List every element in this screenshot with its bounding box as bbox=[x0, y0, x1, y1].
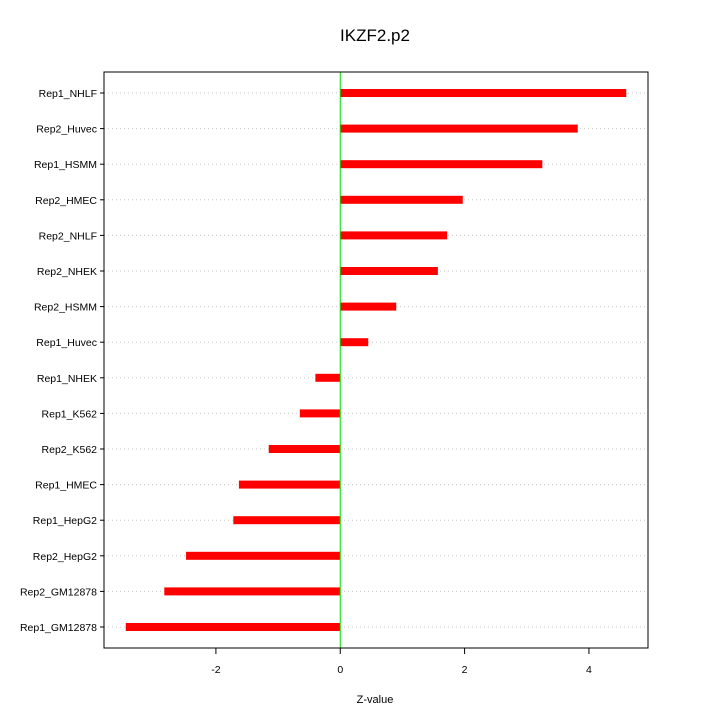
bar-Rep1_HepG2 bbox=[233, 516, 341, 525]
category-labels: Rep1_NHLF Rep2_Huvec Rep1_HSMM Rep2_HMEC Rep… bbox=[20, 88, 104, 634]
bar-Rep2_GM12878 bbox=[164, 587, 341, 596]
category-label: Rep2_HepG2 bbox=[33, 551, 97, 563]
x-axis-label: Z-value bbox=[357, 694, 394, 706]
bar-Rep2_HMEC bbox=[340, 195, 463, 204]
bar-Rep1_NHEK bbox=[315, 373, 341, 382]
bar-Rep1_HSMM bbox=[340, 160, 543, 169]
category-label: Rep2_K562 bbox=[42, 444, 98, 456]
category-label: Rep1_NHLF bbox=[39, 88, 97, 100]
category-label: Rep2_HSMM bbox=[34, 302, 97, 314]
x-tick-label: 0 bbox=[337, 664, 343, 676]
bar-Rep1_NHLF bbox=[340, 89, 627, 97]
x-tick-label: -2 bbox=[211, 664, 220, 676]
chart-title: IKZF2.p2 bbox=[340, 26, 410, 45]
x-axis: -2 0 2 4 bbox=[211, 648, 592, 676]
category-label: Rep1_NHEK bbox=[37, 373, 97, 385]
category-label: Rep1_HSMM bbox=[34, 159, 97, 171]
category-label: Rep1_HepG2 bbox=[33, 515, 97, 527]
x-tick-label: 4 bbox=[586, 664, 592, 676]
plot-area-frame bbox=[103, 71, 649, 649]
category-label: Rep1_GM12878 bbox=[20, 622, 97, 634]
category-label: Rep2_GM12878 bbox=[20, 586, 97, 598]
bar-Rep1_K562 bbox=[299, 409, 341, 418]
x-tick-label: 2 bbox=[462, 664, 468, 676]
bar-Rep2_K562 bbox=[268, 445, 341, 453]
category-label: Rep2_NHLF bbox=[39, 230, 97, 242]
category-label: Rep2_Huvec bbox=[36, 124, 97, 136]
category-label: Rep1_Huvec bbox=[36, 337, 97, 349]
bar-Rep2_HepG2 bbox=[186, 551, 341, 560]
category-label: Rep1_K562 bbox=[42, 408, 98, 420]
bars-group bbox=[125, 89, 627, 631]
bar-Rep1_HMEC bbox=[238, 480, 341, 489]
bar-Rep2_NHLF bbox=[340, 231, 448, 240]
category-label: Rep2_HMEC bbox=[35, 195, 97, 207]
bar-Rep1_Huvec bbox=[340, 338, 369, 347]
category-label: Rep1_HMEC bbox=[35, 480, 97, 492]
category-label: Rep2_NHEK bbox=[37, 266, 97, 278]
grid-lines bbox=[104, 92, 648, 628]
bar-Rep2_Huvec bbox=[340, 124, 578, 133]
bar-Rep1_GM12878 bbox=[125, 623, 341, 631]
bar-Rep2_NHEK bbox=[340, 267, 438, 275]
bar-Rep2_HSMM bbox=[340, 302, 397, 311]
